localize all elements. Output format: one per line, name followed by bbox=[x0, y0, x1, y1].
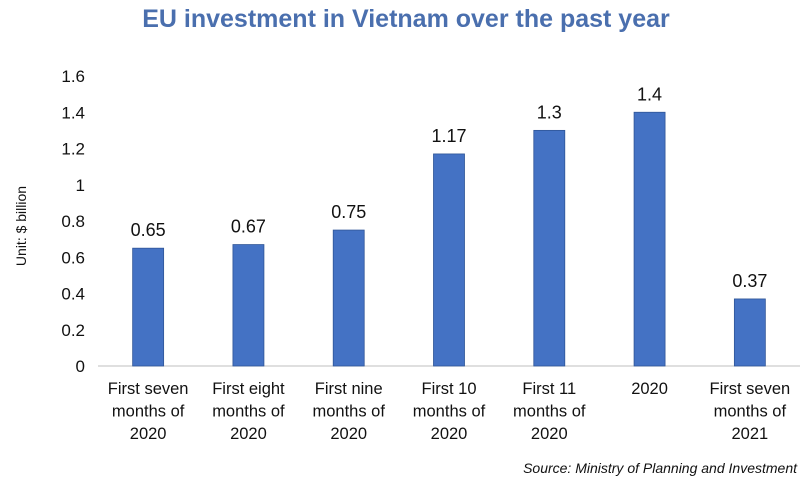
bars bbox=[132, 111, 766, 367]
x-tick-label: 2020 bbox=[330, 425, 367, 443]
y-tick-label: 0.6 bbox=[61, 248, 85, 267]
x-tick-label: 2020 bbox=[431, 425, 468, 443]
x-tick-label: months of bbox=[413, 403, 486, 421]
data-label: 0.67 bbox=[231, 217, 266, 237]
x-tick-label: months of bbox=[714, 403, 787, 421]
data-label: 1.17 bbox=[431, 126, 466, 146]
bar bbox=[433, 153, 465, 367]
bar bbox=[533, 129, 566, 367]
y-axis-ticks: 0 0.2 0.4 0.6 0.8 1 1.2 1.4 1.6 bbox=[61, 67, 85, 376]
chart-title: EU investment in Vietnam over the past y… bbox=[142, 5, 670, 33]
y-tick-label: 0.4 bbox=[61, 285, 85, 304]
x-tick-label: months of bbox=[312, 403, 385, 421]
x-tick-label: months of bbox=[112, 403, 185, 421]
x-tick-label: 2021 bbox=[731, 425, 768, 443]
x-tick-label: First seven bbox=[710, 380, 791, 398]
x-axis-categories: First seven months of 2020 First eight month… bbox=[108, 380, 790, 443]
y-tick-label: 1.2 bbox=[61, 140, 85, 159]
bar bbox=[132, 247, 165, 367]
y-tick-label: 1.6 bbox=[61, 67, 85, 86]
bar bbox=[332, 229, 365, 367]
x-tick-label: months of bbox=[513, 403, 586, 421]
x-tick-label: 2020 bbox=[531, 425, 568, 443]
y-tick-label: 0.2 bbox=[61, 321, 85, 340]
bar bbox=[733, 298, 766, 367]
bar bbox=[633, 111, 666, 367]
x-tick-label: First nine bbox=[315, 380, 383, 398]
y-tick-label: 0.8 bbox=[61, 212, 85, 231]
x-tick-label: 2020 bbox=[130, 425, 167, 443]
y-tick-label: 0 bbox=[76, 357, 85, 376]
x-tick-label: First eight bbox=[212, 380, 285, 398]
source-note: Source: Ministry of Planning and Investm… bbox=[523, 460, 798, 476]
x-tick-label: 2020 bbox=[230, 425, 267, 443]
x-tick-label: months of bbox=[212, 403, 285, 421]
data-labels: 0.65 0.67 0.75 1.17 1.3 1.4 0.37 bbox=[131, 84, 768, 291]
x-tick-label: First seven bbox=[108, 380, 189, 398]
y-axis-label: Unit: $ billion bbox=[13, 186, 29, 266]
bar bbox=[232, 244, 265, 367]
data-label: 1.4 bbox=[637, 84, 662, 104]
x-tick-label: 2020 bbox=[631, 380, 668, 398]
x-tick-label: First 10 bbox=[421, 380, 476, 398]
x-tick-label: First 11 bbox=[522, 380, 576, 398]
data-label: 0.37 bbox=[732, 271, 767, 291]
data-label: 0.65 bbox=[131, 220, 166, 240]
data-label: 0.75 bbox=[331, 202, 366, 222]
y-tick-label: 1.4 bbox=[61, 103, 85, 122]
data-label: 1.3 bbox=[537, 102, 562, 122]
y-tick-label: 1 bbox=[76, 176, 85, 195]
